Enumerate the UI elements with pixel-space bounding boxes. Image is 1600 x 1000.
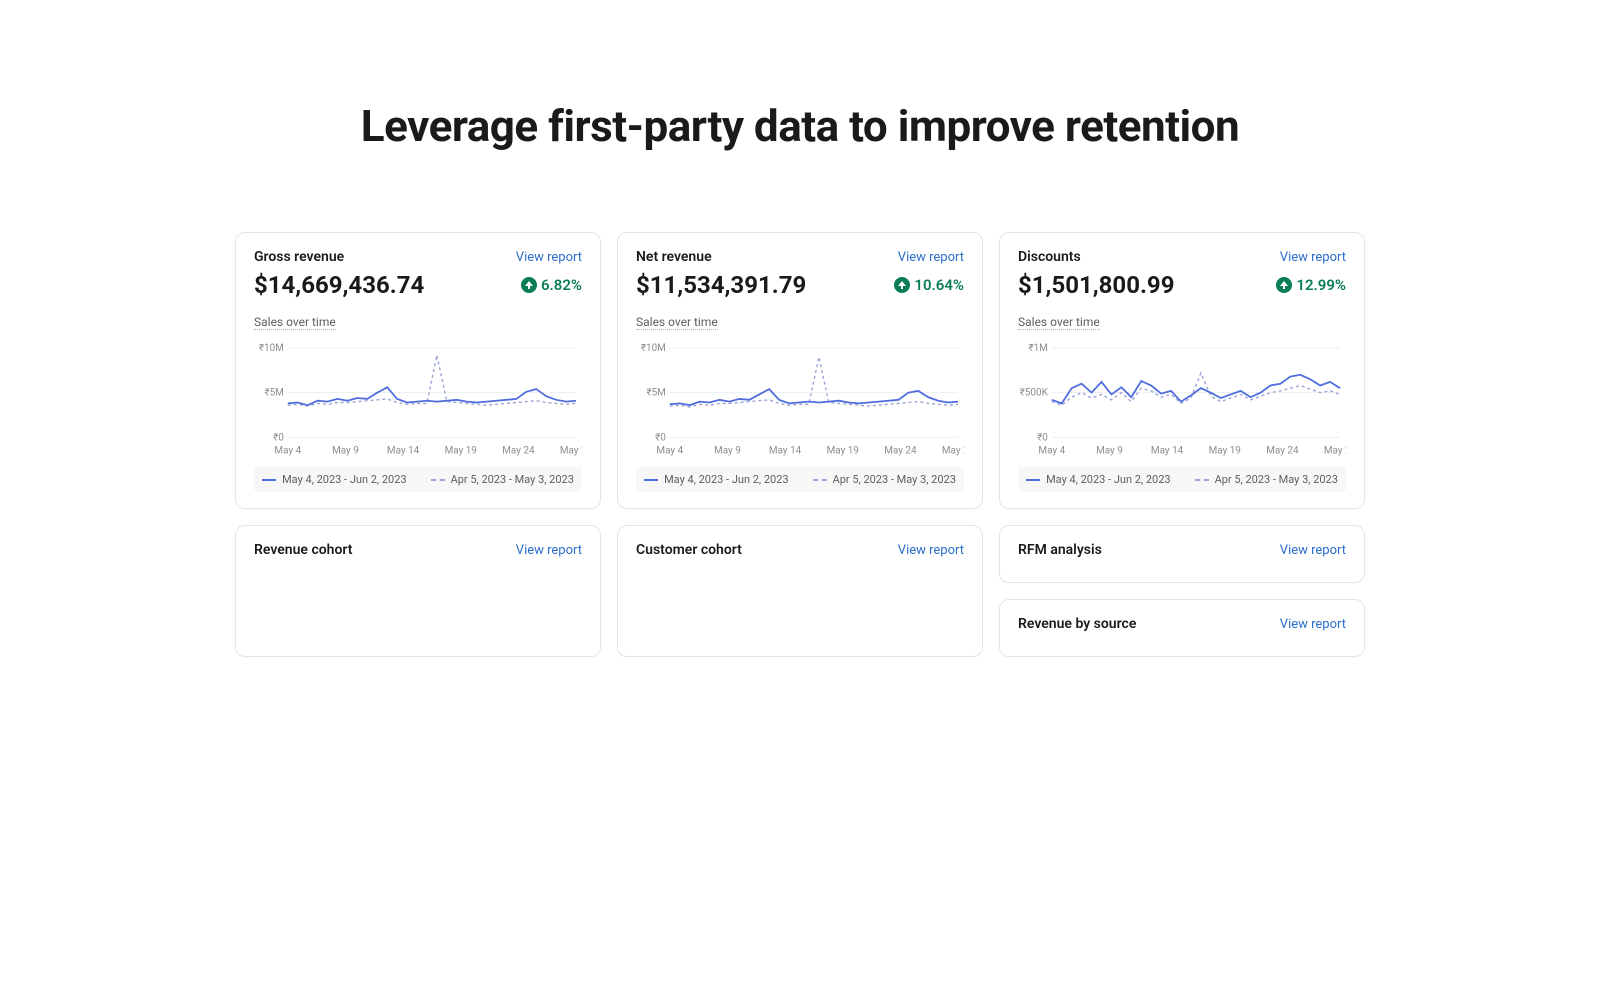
- metric-delta: 10.64%: [894, 276, 964, 294]
- view-report-link[interactable]: View report: [1280, 543, 1346, 558]
- legend-previous: Apr 5, 2023 - May 3, 2023: [1215, 473, 1338, 486]
- metric-value: $14,669,436.74: [254, 271, 424, 299]
- chart-discounts: ₹1M ₹500K ₹0 May 4 May 9 May 14 May 19 May 24 Ma…: [1018, 338, 1346, 457]
- metric-value: $1,501,800.99: [1018, 271, 1174, 299]
- legend-current: May 4, 2023 - Jun 2, 2023: [282, 473, 406, 486]
- card-rfm-analysis: RFM analysis View report: [999, 525, 1365, 583]
- legend-current: May 4, 2023 - Jun 2, 2023: [1046, 473, 1170, 486]
- svg-text:May 14: May 14: [1151, 445, 1184, 456]
- arrow-up-icon: [1276, 277, 1292, 293]
- page-title: Leverage first-party data to improve ret…: [0, 100, 1600, 152]
- svg-text:May 9: May 9: [1096, 445, 1123, 456]
- svg-text:₹5M: ₹5M: [646, 388, 665, 399]
- chart-legend: May 4, 2023 - Jun 2, 2023 Apr 5, 2023 - …: [636, 467, 964, 492]
- svg-text:May 29: May 29: [942, 445, 964, 456]
- chart-legend: May 4, 2023 - Jun 2, 2023 Apr 5, 2023 - …: [1018, 467, 1346, 492]
- svg-text:₹1M: ₹1M: [1028, 343, 1047, 354]
- card-title: Customer cohort: [636, 542, 742, 558]
- metric-delta-value: 6.82%: [541, 276, 582, 294]
- chart-net: ₹10M ₹5M ₹0 May 4 May 9 May 14 May 19 May 24 May…: [636, 338, 964, 457]
- dashboard-grid: Gross revenue View report $14,669,436.74…: [235, 232, 1365, 657]
- chart-subhead: Sales over time: [1018, 315, 1100, 330]
- svg-text:₹5M: ₹5M: [264, 388, 283, 399]
- card-discounts: Discounts View report $1,501,800.99 12.9…: [999, 232, 1365, 509]
- svg-text:₹0: ₹0: [655, 432, 666, 443]
- metric-delta: 12.99%: [1276, 276, 1346, 294]
- svg-text:May 19: May 19: [1209, 445, 1241, 456]
- metric-value: $11,534,391.79: [636, 271, 806, 299]
- svg-text:₹10M: ₹10M: [259, 343, 284, 354]
- arrow-up-icon: [894, 277, 910, 293]
- view-report-link[interactable]: View report: [516, 250, 582, 265]
- svg-text:May 14: May 14: [769, 445, 802, 456]
- arrow-up-icon: [521, 277, 537, 293]
- svg-text:May 14: May 14: [387, 445, 420, 456]
- svg-text:₹10M: ₹10M: [641, 343, 666, 354]
- card-revenue-by-source: Revenue by source View report: [999, 599, 1365, 657]
- card-title: Gross revenue: [254, 249, 344, 265]
- svg-text:May 19: May 19: [827, 445, 859, 456]
- view-report-link[interactable]: View report: [898, 543, 964, 558]
- legend-previous: Apr 5, 2023 - May 3, 2023: [451, 473, 574, 486]
- svg-text:May 29: May 29: [560, 445, 582, 456]
- view-report-link[interactable]: View report: [1280, 617, 1346, 632]
- metric-delta-value: 10.64%: [914, 276, 964, 294]
- svg-text:₹0: ₹0: [1037, 432, 1048, 443]
- view-report-link[interactable]: View report: [1280, 250, 1346, 265]
- chart-subhead: Sales over time: [636, 315, 718, 330]
- card-title: Revenue by source: [1018, 616, 1136, 632]
- svg-text:May 24: May 24: [1266, 445, 1299, 456]
- svg-text:May 24: May 24: [502, 445, 535, 456]
- legend-current: May 4, 2023 - Jun 2, 2023: [664, 473, 788, 486]
- svg-text:May 4: May 4: [274, 445, 301, 456]
- legend-previous: Apr 5, 2023 - May 3, 2023: [833, 473, 956, 486]
- card-revenue-cohort: Revenue cohort View report: [235, 525, 601, 657]
- card-title: Net revenue: [636, 249, 712, 265]
- card-customer-cohort: Customer cohort View report: [617, 525, 983, 657]
- chart-legend: May 4, 2023 - Jun 2, 2023 Apr 5, 2023 - …: [254, 467, 582, 492]
- svg-text:May 4: May 4: [656, 445, 683, 456]
- card-gross-revenue: Gross revenue View report $14,669,436.74…: [235, 232, 601, 509]
- view-report-link[interactable]: View report: [898, 250, 964, 265]
- svg-text:May 19: May 19: [445, 445, 477, 456]
- svg-text:May 29: May 29: [1324, 445, 1346, 456]
- card-title: Discounts: [1018, 249, 1081, 265]
- chart-subhead: Sales over time: [254, 315, 336, 330]
- right-column: RFM analysis View report Revenue by sour…: [999, 525, 1365, 657]
- chart-gross: ₹10M ₹5M ₹0 May 4 May 9 May 14 May 19 May 24 May…: [254, 338, 582, 457]
- card-title: Revenue cohort: [254, 542, 353, 558]
- svg-text:₹0: ₹0: [273, 432, 284, 443]
- view-report-link[interactable]: View report: [516, 543, 582, 558]
- svg-text:May 24: May 24: [884, 445, 917, 456]
- metric-delta-value: 12.99%: [1296, 276, 1346, 294]
- card-net-revenue: Net revenue View report $11,534,391.79 1…: [617, 232, 983, 509]
- svg-text:May 4: May 4: [1038, 445, 1065, 456]
- svg-text:₹500K: ₹500K: [1020, 388, 1049, 399]
- svg-text:May 9: May 9: [714, 445, 741, 456]
- metric-delta: 6.82%: [521, 276, 582, 294]
- svg-text:May 9: May 9: [332, 445, 359, 456]
- card-title: RFM analysis: [1018, 542, 1102, 558]
